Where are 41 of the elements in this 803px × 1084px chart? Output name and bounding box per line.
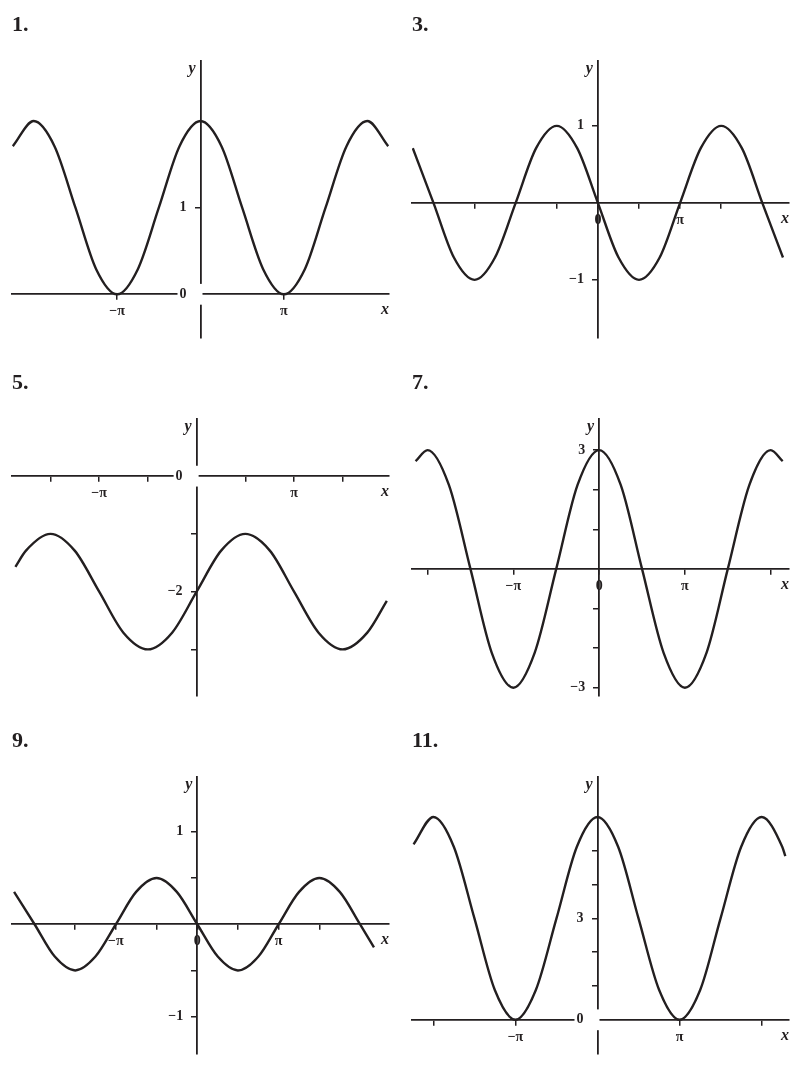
x-axis-title: x: [380, 300, 389, 318]
chart-title: 9.: [12, 726, 29, 752]
x-axis-title: x: [780, 575, 789, 593]
y-tick-label: 0: [175, 467, 197, 483]
y-axis-title: y: [585, 416, 596, 435]
chart-title: 1.: [12, 10, 29, 36]
y-axis-title: y: [186, 58, 197, 77]
x-tick-label: π: [681, 577, 690, 593]
y-tick-label: 1: [576, 117, 598, 133]
y-tick-label: 1: [176, 823, 198, 839]
x-axis-title: x: [380, 930, 389, 948]
chart-title: 11.: [412, 726, 439, 752]
y-axis-title: y: [583, 774, 594, 793]
y-tick-label: −2: [167, 583, 197, 599]
y-axis-title: y: [182, 416, 193, 435]
chart-title: 5.: [12, 368, 29, 394]
y-tick-label: −3: [570, 679, 600, 695]
x-tick-label: π: [675, 1028, 684, 1044]
x-tick-label: −π: [109, 303, 126, 319]
y-tick-label: 3: [576, 909, 598, 925]
y-tick-label: −1: [168, 1008, 198, 1024]
x-tick-label: −π: [505, 577, 522, 593]
x-axis-title: x: [780, 208, 789, 226]
x-tick-label: −π: [108, 933, 125, 949]
y-tick-label: 3: [578, 441, 600, 457]
chart-title: 7.: [412, 368, 429, 394]
y-tick-label: −1: [568, 271, 598, 287]
x-axis-title: x: [780, 1025, 789, 1043]
y-axis-title: y: [583, 58, 594, 77]
x-tick-label: −π: [507, 1028, 524, 1044]
x-tick-label: π: [280, 303, 289, 319]
x-tick-label: −π: [91, 485, 108, 501]
x-tick-label: π: [290, 485, 299, 501]
x-tick-label: π: [274, 933, 283, 949]
x-axis-title: x: [380, 482, 389, 500]
x-tick-label: π: [676, 211, 685, 227]
y-tick-label: 0: [179, 285, 201, 301]
y-tick-label: 0: [576, 1011, 598, 1027]
chart-title: 3.: [412, 10, 429, 36]
y-axis-title: y: [183, 774, 194, 793]
y-tick-label: 1: [179, 199, 201, 215]
